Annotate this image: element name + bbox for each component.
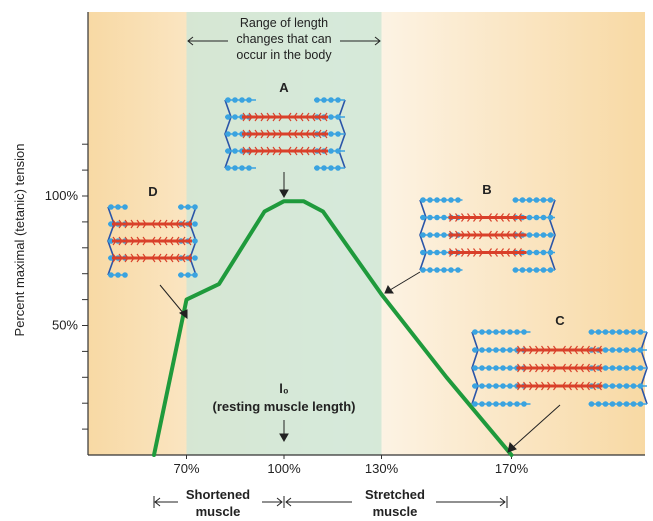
stretched-label-1: Stretched <box>365 487 425 502</box>
sarcomere-label-b: B <box>482 182 491 197</box>
y-minor-ticks <box>82 143 88 430</box>
sarcomere-a-diagram <box>224 97 346 171</box>
sarcomere-label-c: C <box>555 313 565 328</box>
range-text-line-1: Range of length <box>240 16 328 30</box>
x-tick-label: 130% <box>365 461 399 476</box>
sarcomere-c-diagram <box>471 329 648 407</box>
l0-arrow <box>279 420 289 443</box>
y-tick-label: 100% <box>45 188 79 203</box>
sarcomere-label-a: A <box>279 80 289 95</box>
range-text-line-3: occur in the body <box>236 48 332 62</box>
tension-curve <box>152 199 514 457</box>
shortened-label-2: muscle <box>196 504 241 519</box>
range-text-line-2: changes that can <box>236 32 331 46</box>
x-tick-label: 170% <box>495 461 529 476</box>
range-arrow <box>187 36 381 46</box>
l0-label: l₀ <box>279 381 289 396</box>
resting-length-label: (resting muscle length) <box>212 399 355 414</box>
stretched-label-2: muscle <box>373 504 418 519</box>
pointer-arrows <box>159 172 561 453</box>
length-brackets <box>153 496 508 508</box>
body-range-band <box>186 12 382 455</box>
x-tick-label: 70% <box>173 461 199 476</box>
sarcomere-d-diagram <box>107 204 198 278</box>
x-tick-label: 100% <box>267 461 301 476</box>
sarcomere-label-d: D <box>148 184 157 199</box>
y-axis-label: Percent maximal (tetanic) tension <box>12 144 27 337</box>
shortened-label-1: Shortened <box>186 487 250 502</box>
sarcomere-b-diagram <box>419 197 556 273</box>
y-tick-label: 50% <box>52 318 78 333</box>
